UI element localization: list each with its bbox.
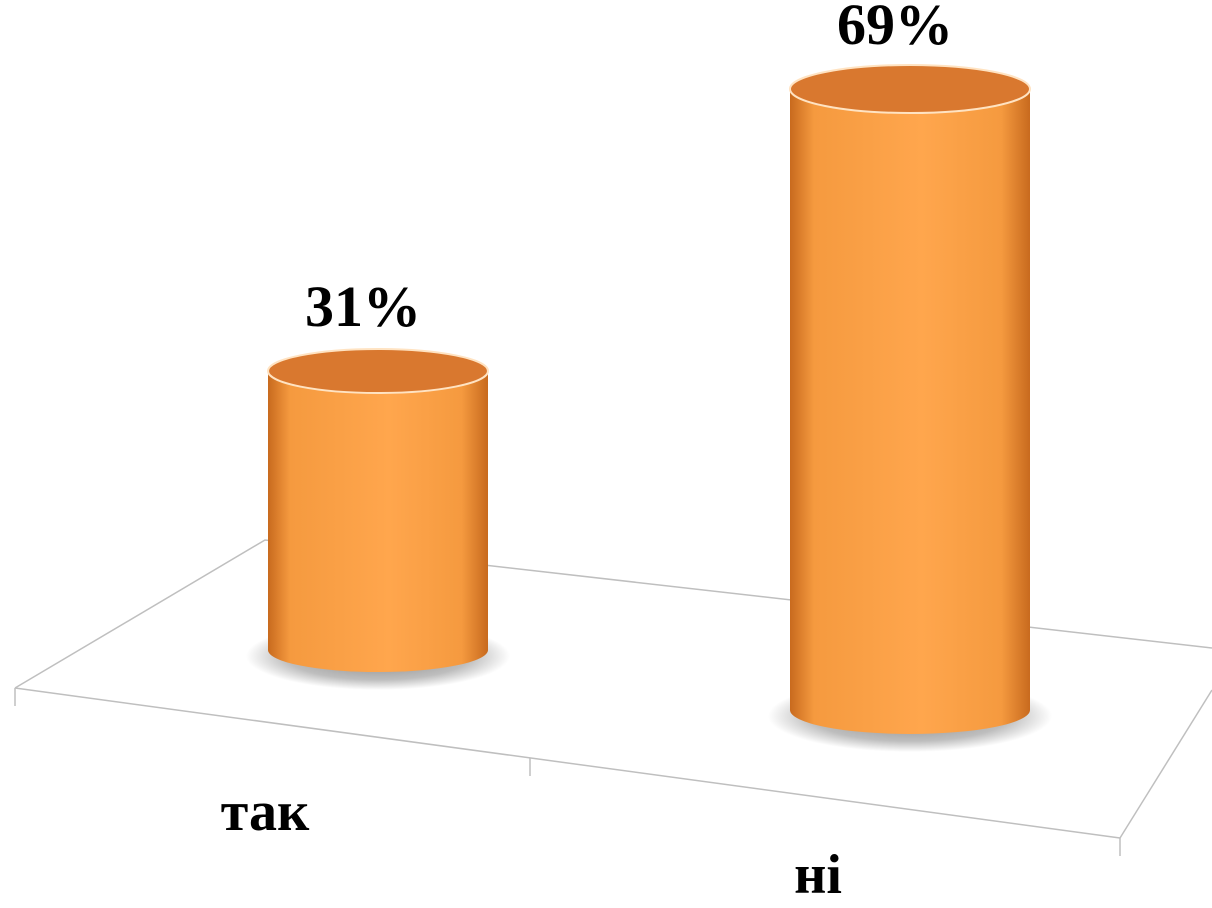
- chart-labels: 31% так 69% ні: [221, 0, 953, 906]
- data-label: 31%: [305, 274, 421, 339]
- floor-front-edge: [14, 687, 1121, 839]
- bar-body: [268, 371, 488, 672]
- category-label: ні: [794, 844, 842, 903]
- bar-так: [246, 348, 510, 690]
- category-label: так: [221, 781, 310, 843]
- floor-right-edge: [1119, 689, 1212, 839]
- data-label: 69%: [837, 0, 953, 57]
- chart-bars: [246, 64, 1052, 752]
- bar-top-cap: [789, 64, 1031, 114]
- floor-back-edge: [14, 539, 1212, 689]
- bar-ні: [768, 64, 1052, 752]
- bar-top-cap: [267, 348, 489, 394]
- bar-body: [790, 89, 1030, 734]
